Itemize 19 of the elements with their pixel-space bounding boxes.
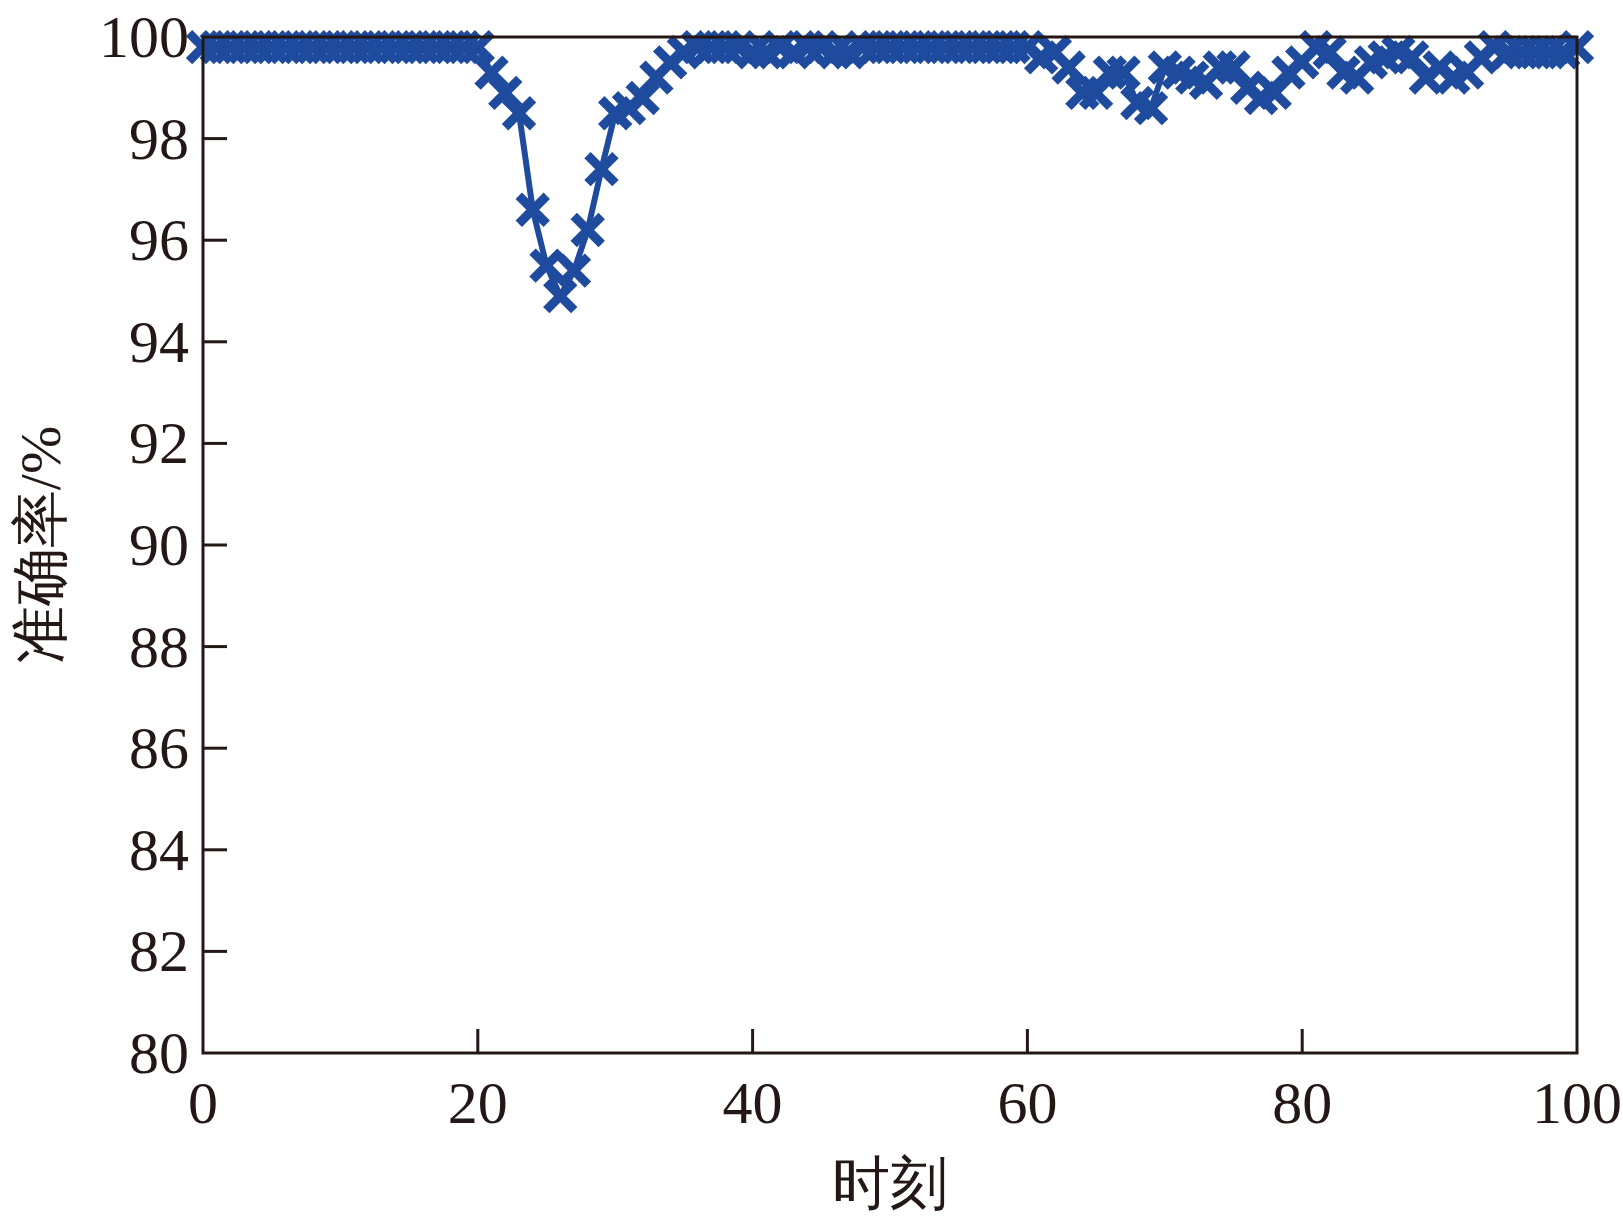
x-tick-label: 0: [188, 1070, 218, 1136]
x-tick-label: 60: [997, 1070, 1058, 1136]
y-tick-label: 80: [129, 1020, 189, 1086]
y-tick-label: 82: [129, 918, 189, 985]
y-tick-label: 84: [129, 816, 189, 883]
y-tick-label: 88: [129, 613, 189, 680]
x-tick-label: 40: [722, 1070, 783, 1136]
y-tick-label: 98: [129, 105, 189, 172]
x-tick-label: 80: [1272, 1070, 1333, 1136]
y-tick-label: 96: [129, 207, 189, 274]
y-tick-label: 100: [99, 4, 189, 70]
x-axis-title: 时刻: [832, 1151, 948, 1216]
y-tick-label: 90: [129, 512, 189, 578]
y-tick-label: 92: [129, 410, 189, 477]
y-tick-label: 94: [129, 308, 189, 375]
y-axis-title: 准确率/%: [8, 425, 73, 665]
x-tick-label: 20: [447, 1070, 508, 1136]
x-tick-label: 100: [1532, 1070, 1622, 1136]
y-tick-label: 86: [129, 715, 189, 782]
